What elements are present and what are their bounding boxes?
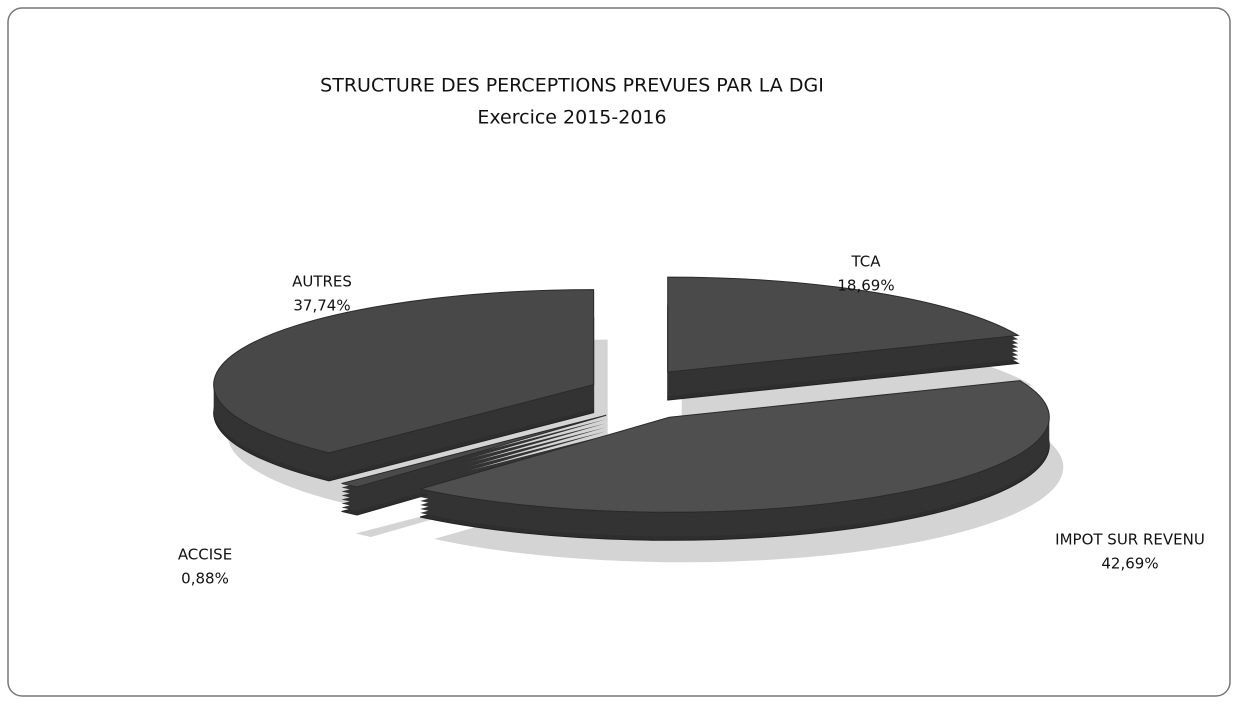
slice-side — [341, 423, 607, 495]
slice-side — [341, 419, 607, 491]
slice-value-label: 42,69% — [1101, 555, 1158, 573]
slice-value-label: 37,74% — [293, 297, 350, 315]
slice-value-label: 18,69% — [837, 277, 894, 295]
chart-title: STRUCTURE DES PERCEPTIONS PREVUES PAR LA… — [320, 75, 824, 97]
pie — [213, 276, 1064, 563]
chart-subtitle: Exercice 2015-2016 — [477, 107, 666, 129]
slice-label: TCA — [850, 253, 881, 271]
slice — [420, 380, 1050, 513]
slice — [341, 414, 607, 488]
slice-label: ACCISE — [178, 546, 232, 564]
slice-side — [341, 435, 607, 507]
slice-side — [341, 427, 607, 499]
slice-value-label: 0,88% — [181, 570, 229, 588]
slice-label: IMPOT SUR REVENU — [1055, 531, 1205, 549]
slice-label: AUTRES — [292, 273, 352, 291]
slice-side — [341, 431, 607, 503]
slice — [213, 289, 595, 454]
slice — [667, 276, 1020, 373]
